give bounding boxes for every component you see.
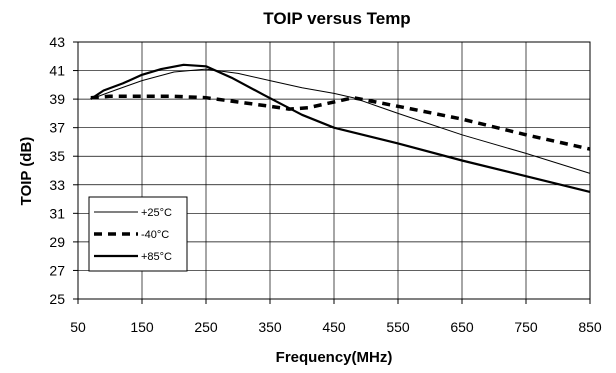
x-tick-label: 750 (514, 319, 538, 335)
y-axis-title: TOIP (dB) (18, 137, 35, 206)
y-tick-label: 25 (49, 291, 65, 307)
y-tick-label: 35 (49, 148, 65, 164)
y-tick-label: 39 (49, 91, 65, 107)
x-axis-title: Frequency(MHz) (276, 349, 393, 366)
y-tick-label: 29 (49, 234, 65, 250)
legend-label: +25°C (141, 207, 172, 219)
x-tick-label: 250 (194, 319, 218, 335)
x-tick-label: 350 (258, 319, 282, 335)
y-tick-label: 41 (49, 63, 65, 79)
x-tick-label: 550 (386, 319, 410, 335)
legend-label: -40°C (141, 229, 169, 241)
x-tick-label: 450 (322, 319, 346, 335)
y-tick-label: 33 (49, 177, 65, 193)
x-tick-label: 650 (450, 319, 474, 335)
legend-label: +85°C (141, 251, 172, 263)
y-tick-label: 37 (49, 120, 65, 136)
y-tick-label: 27 (49, 262, 65, 278)
x-tick-label: 150 (130, 319, 154, 335)
legend: +25°C -40°C +85°C (88, 196, 188, 272)
x-tick-label: 850 (578, 319, 602, 335)
series-line-3 (90, 63, 591, 193)
y-tick-label: 31 (49, 205, 65, 221)
x-tick-label: 50 (70, 319, 86, 335)
y-tick-label: 43 (49, 34, 65, 50)
series-line-1 (90, 68, 591, 174)
x-axis-ticks: 50 150 250 350 450 550 650 750 850 (70, 299, 602, 335)
y-axis-ticks: 25 27 29 31 33 35 37 39 41 43 (49, 34, 78, 307)
chart-title: TOIP versus Temp (263, 9, 410, 28)
series-lines (90, 63, 591, 193)
